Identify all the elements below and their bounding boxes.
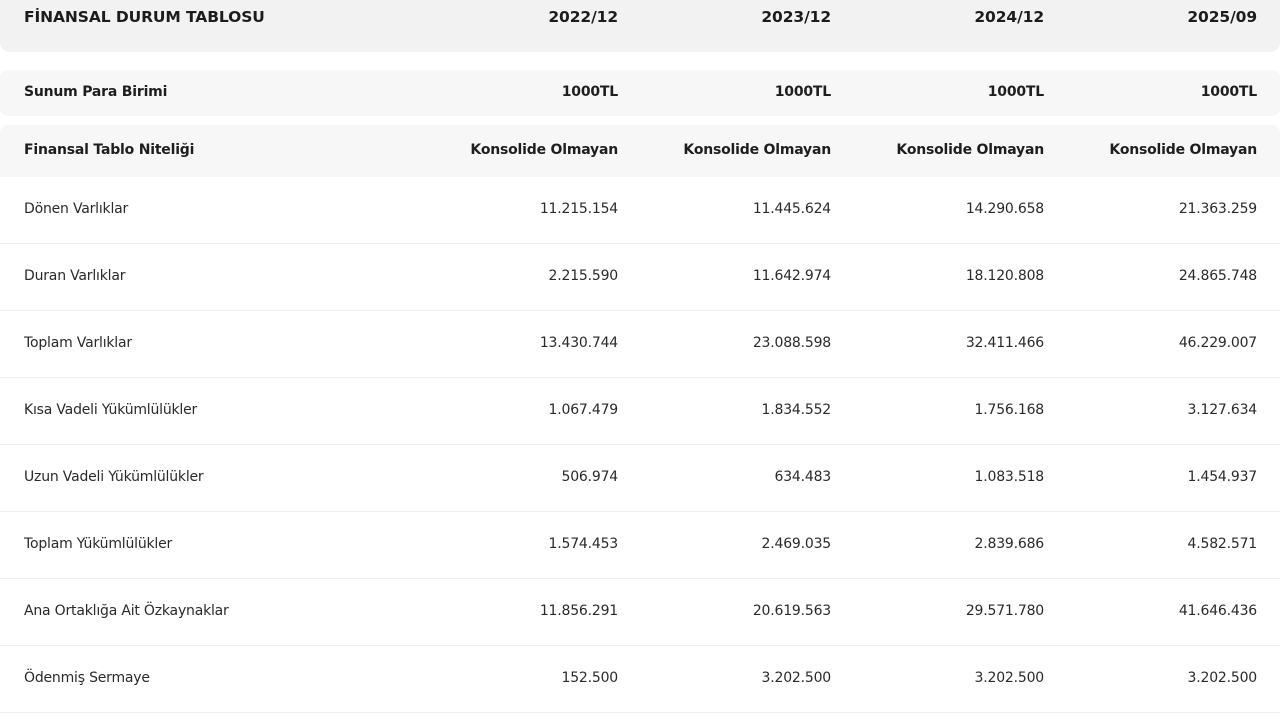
row-label: Duran Varlıklar — [24, 268, 126, 284]
cell-value: 24.865.748 — [1178, 268, 1257, 284]
row-label: Ödenmiş Sermaye — [24, 670, 150, 686]
cell-value: 46.229.007 — [1178, 335, 1257, 351]
period-header: 2025/09 — [1187, 8, 1257, 26]
cell-value: 21.363.259 — [1178, 201, 1257, 217]
currency-label: Sunum Para Birimi — [24, 84, 168, 100]
row-label: Dönen Varlıklar — [24, 201, 129, 217]
cell-value: 1.067.479 — [548, 402, 619, 418]
statement-nature-value: Konsolide Olmayan — [683, 142, 831, 158]
cell-value: 20.619.563 — [752, 603, 831, 619]
cell-value: 11.642.974 — [752, 268, 831, 284]
period-header: 2024/12 — [974, 8, 1044, 26]
row-label: Kısa Vadeli Yükümlülükler — [24, 402, 198, 418]
row-label: Toplam Varlıklar — [24, 335, 132, 351]
table-row: Duran Varlıklar 2.215.590 11.642.974 18.… — [0, 244, 1280, 311]
currency-row: Sunum Para Birimi 1000TL 1000TL 1000TL 1… — [0, 70, 1280, 116]
cell-value: 634.483 — [774, 469, 832, 485]
table-row: Uzun Vadeli Yükümlülükler 506.974 634.48… — [0, 445, 1280, 512]
cell-value: 2.469.035 — [761, 536, 832, 552]
table-row: Toplam Varlıklar 13.430.744 23.088.598 3… — [0, 311, 1280, 378]
period-header: 2023/12 — [761, 8, 831, 26]
cell-value: 1.574.453 — [548, 536, 619, 552]
cell-value: 29.571.780 — [965, 603, 1044, 619]
table-row: Dönen Varlıklar 11.215.154 11.445.624 14… — [0, 177, 1280, 244]
row-label: Ana Ortaklığa Ait Özkaynaklar — [24, 603, 229, 619]
cell-value: 11.445.624 — [752, 201, 831, 217]
table-row: Ana Ortaklığa Ait Özkaynaklar 11.856.291… — [0, 579, 1280, 646]
cell-value: 2.215.590 — [548, 268, 619, 284]
table-row: Ödenmiş Sermaye 152.500 3.202.500 3.202.… — [0, 646, 1280, 713]
cell-value: 13.430.744 — [539, 335, 618, 351]
statement-nature-value: Konsolide Olmayan — [1109, 142, 1257, 158]
cell-value: 14.290.658 — [965, 201, 1044, 217]
table-row: Kısa Vadeli Yükümlülükler 1.067.479 1.83… — [0, 378, 1280, 445]
cell-value: 1.083.518 — [974, 469, 1045, 485]
cell-value: 1.454.937 — [1187, 469, 1258, 485]
cell-value: 4.582.571 — [1187, 536, 1258, 552]
table-header-row: FİNANSAL DURUM TABLOSU 2022/12 2023/12 2… — [0, 0, 1280, 52]
statement-nature-value: Konsolide Olmayan — [470, 142, 618, 158]
period-header: 2022/12 — [548, 8, 618, 26]
cell-value: 1.834.552 — [761, 402, 832, 418]
table-title: FİNANSAL DURUM TABLOSU — [24, 8, 265, 26]
statement-nature-row: Finansal Tablo Niteliği Konsolide Olmaya… — [0, 125, 1280, 177]
statement-nature-label: Finansal Tablo Niteliği — [24, 142, 195, 158]
cell-value: 506.974 — [561, 469, 619, 485]
cell-value: 3.202.500 — [974, 670, 1045, 686]
cell-value: 2.839.686 — [974, 536, 1045, 552]
currency-value: 1000TL — [561, 84, 618, 100]
row-label: Toplam Yükümlülükler — [24, 536, 173, 552]
cell-value: 3.127.634 — [1187, 402, 1258, 418]
currency-value: 1000TL — [774, 84, 831, 100]
cell-value: 23.088.598 — [752, 335, 831, 351]
cell-value: 3.202.500 — [1187, 670, 1258, 686]
cell-value: 1.756.168 — [974, 402, 1045, 418]
cell-value: 32.411.466 — [965, 335, 1044, 351]
cell-value: 11.215.154 — [539, 201, 618, 217]
statement-nature-value: Konsolide Olmayan — [896, 142, 1044, 158]
cell-value: 3.202.500 — [761, 670, 832, 686]
table-row: Toplam Yükümlülükler 1.574.453 2.469.035… — [0, 512, 1280, 579]
cell-value: 41.646.436 — [1178, 603, 1257, 619]
currency-value: 1000TL — [987, 84, 1044, 100]
currency-value: 1000TL — [1200, 84, 1257, 100]
cell-value: 11.856.291 — [539, 603, 618, 619]
row-label: Uzun Vadeli Yükümlülükler — [24, 469, 204, 485]
cell-value: 18.120.808 — [965, 268, 1044, 284]
cell-value: 152.500 — [561, 670, 619, 686]
